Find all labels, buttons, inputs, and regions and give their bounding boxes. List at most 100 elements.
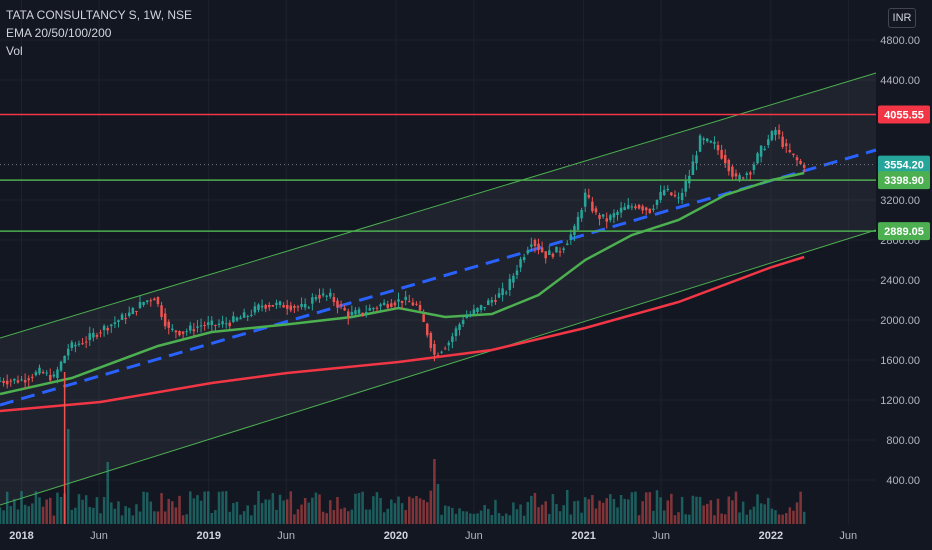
price-tags: 4055.55 3554.20 3398.90 2889.05 bbox=[878, 105, 930, 241]
candle-body bbox=[655, 199, 659, 205]
candle-body bbox=[648, 208, 652, 213]
candle-body bbox=[307, 307, 311, 309]
candle-body bbox=[99, 332, 102, 334]
volume-bar bbox=[558, 511, 562, 524]
candle-body bbox=[461, 320, 465, 324]
price-tag-resistance bbox=[878, 105, 930, 124]
candle-body bbox=[677, 197, 680, 199]
candle-body bbox=[278, 301, 282, 305]
candle-body bbox=[483, 306, 486, 308]
candle-body bbox=[361, 312, 364, 315]
candle-body bbox=[627, 204, 630, 209]
candle-body bbox=[253, 306, 257, 313]
ema-line bbox=[0, 171, 805, 396]
volume-bar bbox=[580, 512, 583, 524]
candle-body bbox=[13, 378, 16, 381]
volume-bar bbox=[296, 509, 300, 524]
candle-body bbox=[171, 328, 174, 330]
volume-bar bbox=[731, 500, 734, 524]
volume-bar bbox=[92, 507, 95, 524]
candle-body bbox=[52, 374, 56, 377]
currency-button[interactable]: INR bbox=[888, 8, 916, 28]
candle-body bbox=[2, 380, 5, 384]
volume-bar bbox=[688, 514, 691, 524]
volume-bar bbox=[84, 495, 88, 524]
volume-bar bbox=[767, 497, 770, 524]
candle-body bbox=[616, 211, 619, 215]
candle-body bbox=[512, 275, 515, 283]
volume-bar bbox=[709, 500, 713, 524]
volume-bar bbox=[436, 484, 440, 524]
volume-bar bbox=[774, 510, 777, 524]
volume-bar bbox=[716, 498, 720, 524]
volume-bar bbox=[228, 511, 232, 524]
volume-bar bbox=[540, 504, 544, 524]
candle-body bbox=[741, 177, 745, 179]
volume-bar bbox=[408, 496, 411, 524]
y-tick-label: 4800.00 bbox=[880, 35, 920, 47]
candle-body bbox=[70, 342, 74, 348]
volume-bar bbox=[318, 494, 321, 524]
candle-body bbox=[777, 130, 781, 135]
candle-body bbox=[533, 240, 537, 247]
candle-body bbox=[619, 207, 623, 213]
candle-body bbox=[706, 138, 709, 142]
volume-bar bbox=[400, 503, 404, 524]
candle-body bbox=[576, 216, 580, 230]
volume-bar bbox=[469, 513, 472, 524]
symbol-title[interactable]: TATA CONSULTANCY S, 1W, NSE bbox=[6, 8, 193, 22]
volume-bar bbox=[483, 505, 486, 524]
volume-bar bbox=[770, 508, 774, 524]
candle-body bbox=[210, 320, 214, 325]
candle-body bbox=[652, 208, 655, 210]
volume-bar bbox=[723, 514, 727, 524]
candle-body bbox=[792, 153, 795, 156]
candle-body bbox=[45, 372, 48, 374]
x-tick-label: Jun bbox=[465, 530, 483, 542]
candle-body bbox=[102, 325, 106, 330]
volume-bar bbox=[110, 502, 113, 524]
candle-body bbox=[418, 305, 422, 311]
candle-body bbox=[41, 372, 45, 374]
volume-bar bbox=[321, 511, 325, 524]
x-tick-label: Jun bbox=[277, 530, 295, 542]
candle-body bbox=[562, 248, 565, 250]
candle-body bbox=[189, 325, 192, 331]
volume-bar bbox=[56, 492, 59, 524]
candle-body bbox=[167, 321, 170, 328]
x-tick-label: Jun bbox=[839, 530, 857, 542]
volume-bar bbox=[250, 515, 253, 524]
candle-body bbox=[433, 344, 436, 355]
candle-body bbox=[142, 302, 145, 305]
candle-body bbox=[565, 243, 569, 245]
volume-bar bbox=[257, 490, 260, 524]
candle-body bbox=[382, 302, 386, 305]
candle-body bbox=[476, 307, 479, 312]
candle-body bbox=[440, 351, 443, 353]
volume-bar bbox=[637, 515, 641, 524]
volume-bar bbox=[537, 507, 540, 524]
candle-body bbox=[354, 310, 357, 315]
volume-bar bbox=[289, 491, 293, 524]
volume-bar bbox=[20, 490, 23, 524]
candle-body bbox=[49, 375, 52, 381]
time-axis[interactable]: 2018 Jun 2019 Jun 2020 Jun 2021 Jun 2022 Jun bbox=[9, 530, 857, 542]
candle-body bbox=[214, 325, 217, 326]
chart-legend: TATA CONSULTANCY S, 1W, NSE EMA 20/50/10… bbox=[6, 6, 192, 60]
volume-bar bbox=[142, 491, 145, 524]
volume-bar bbox=[235, 501, 239, 524]
volume-bar bbox=[239, 514, 242, 524]
volume-bar bbox=[605, 498, 608, 524]
volume-bar bbox=[206, 491, 210, 524]
candle-body bbox=[260, 305, 264, 308]
candle-body bbox=[662, 189, 666, 195]
volume-bar bbox=[788, 507, 792, 524]
volume-bar bbox=[741, 501, 745, 524]
volume-indicator-label[interactable]: Vol bbox=[6, 44, 23, 58]
volume-bar bbox=[199, 500, 203, 524]
volume-bar bbox=[314, 492, 318, 524]
currency-label: INR bbox=[892, 12, 912, 24]
ema-indicator-label[interactable]: EMA 20/50/100/200 bbox=[6, 26, 112, 40]
volume-bar bbox=[23, 504, 27, 524]
